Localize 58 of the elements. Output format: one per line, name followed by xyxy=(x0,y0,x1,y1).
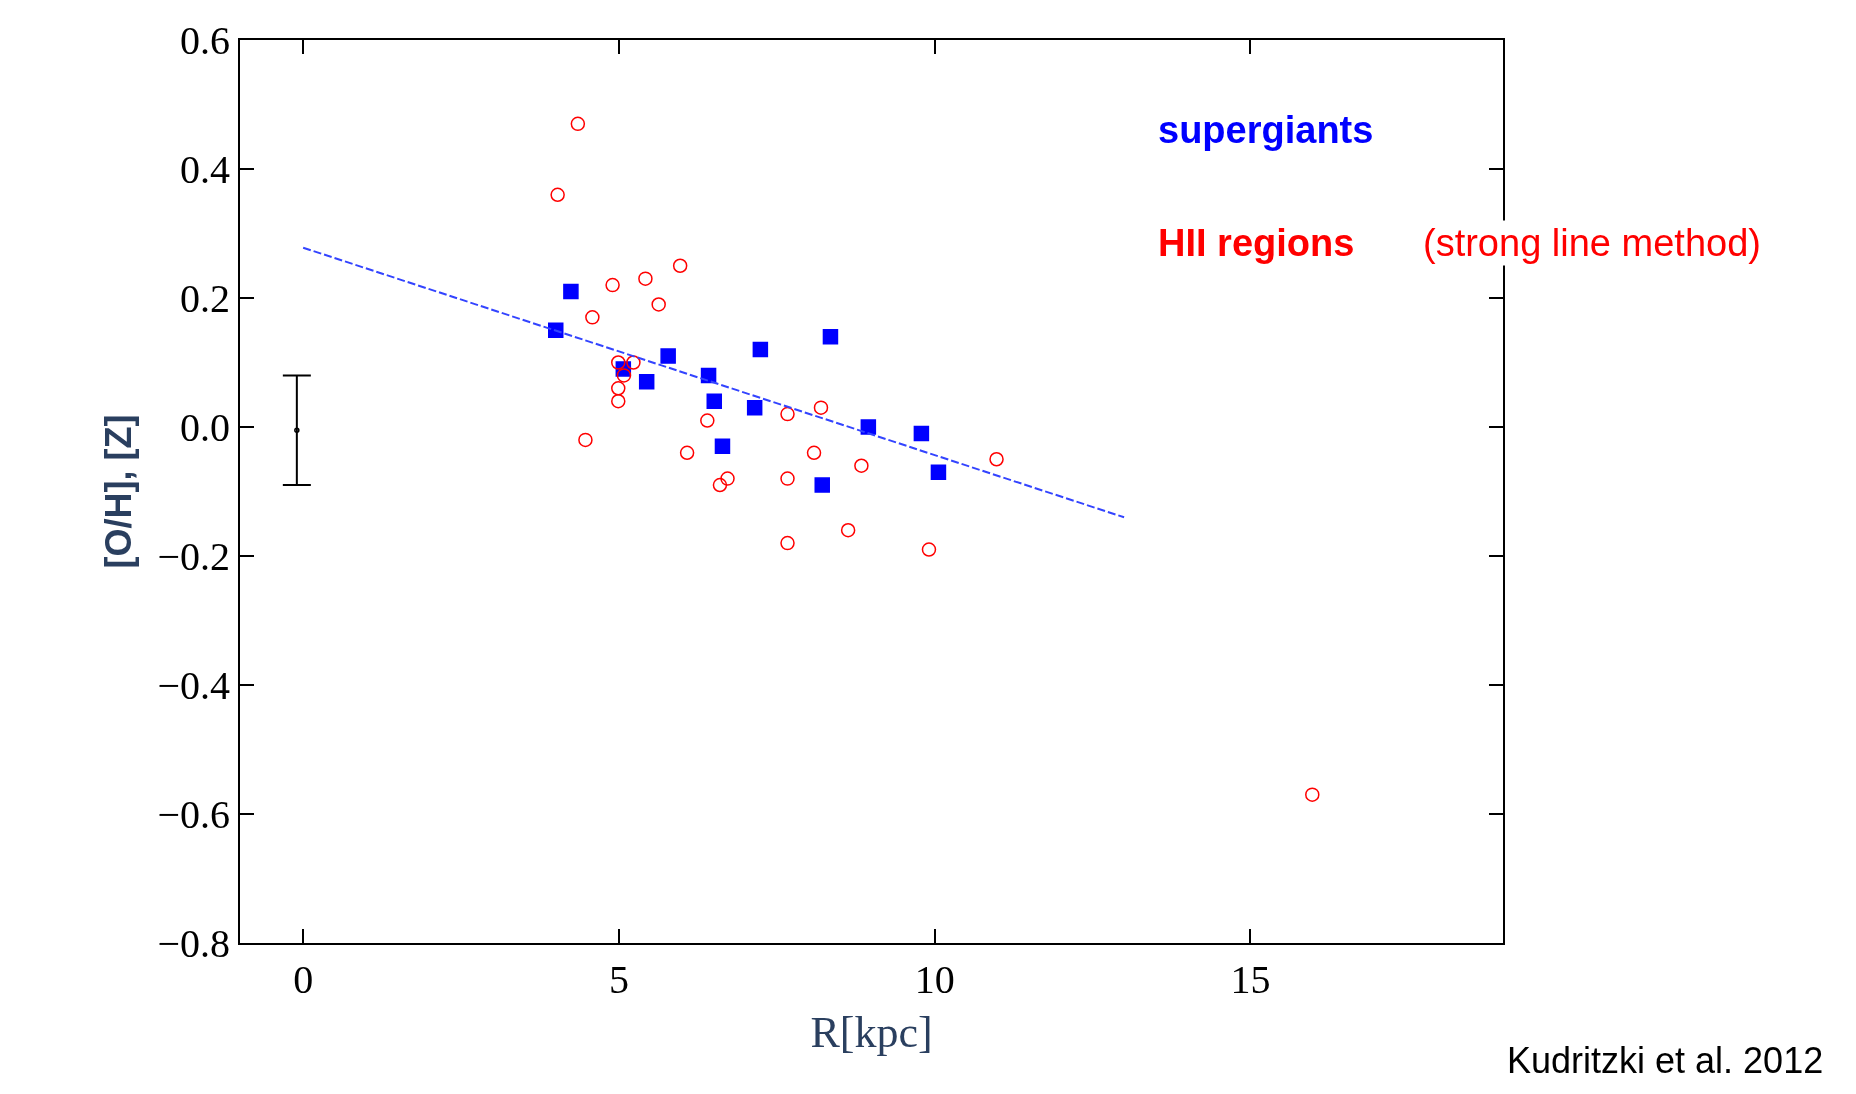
point xyxy=(714,438,731,455)
x-tick-label: 10 xyxy=(914,957,955,1002)
x-axis-title: R[kpc] xyxy=(810,1007,933,1057)
y-axis-title: [O/H], [Z] xyxy=(97,414,139,569)
point xyxy=(578,432,593,448)
x-tick-label: 0 xyxy=(293,957,314,1002)
point xyxy=(913,425,930,442)
point xyxy=(806,445,822,461)
y-tick-label: −0.4 xyxy=(157,663,230,708)
point xyxy=(700,413,715,428)
text: HII regions xyxy=(1158,222,1355,264)
point xyxy=(626,355,641,370)
point xyxy=(720,471,735,486)
y-tick-label: −0.2 xyxy=(157,534,230,579)
point xyxy=(570,116,586,132)
y-tick-label: 0.4 xyxy=(180,147,230,192)
point xyxy=(1305,787,1320,802)
point xyxy=(563,283,579,300)
point xyxy=(550,187,565,203)
point xyxy=(840,522,856,538)
point xyxy=(921,542,937,557)
point xyxy=(780,535,795,551)
point xyxy=(813,400,829,415)
text: Kudritzki et al. 2012 xyxy=(1507,1040,1824,1081)
point xyxy=(814,477,830,493)
point xyxy=(651,297,666,312)
point xyxy=(854,458,869,473)
point xyxy=(638,374,655,390)
point xyxy=(860,419,877,435)
point xyxy=(611,393,626,409)
point xyxy=(746,399,763,416)
y-tick-label: 0.2 xyxy=(180,276,230,321)
point xyxy=(989,452,1004,467)
point xyxy=(616,368,632,383)
point xyxy=(672,258,688,273)
text: supergiants xyxy=(1158,109,1374,151)
point xyxy=(611,381,626,396)
point xyxy=(660,348,676,364)
point xyxy=(706,393,723,409)
point xyxy=(712,477,728,493)
point xyxy=(930,464,947,480)
point xyxy=(822,328,839,345)
x-tick-label: 5 xyxy=(608,957,629,1002)
point xyxy=(638,271,653,286)
x-tick-label: 15 xyxy=(1230,957,1271,1002)
y-tick-label: 0.0 xyxy=(180,405,230,450)
point xyxy=(294,427,300,433)
y-tick-label: −0.8 xyxy=(157,921,230,966)
annotation: (strong line method) xyxy=(1423,222,1761,264)
point xyxy=(605,277,620,293)
point xyxy=(752,341,769,358)
point xyxy=(780,406,795,422)
y-tick-label: 0.6 xyxy=(180,18,230,63)
point xyxy=(679,445,695,461)
y-tick-label: −0.6 xyxy=(157,792,230,837)
point xyxy=(611,355,626,370)
point xyxy=(585,310,600,325)
point xyxy=(780,471,795,486)
